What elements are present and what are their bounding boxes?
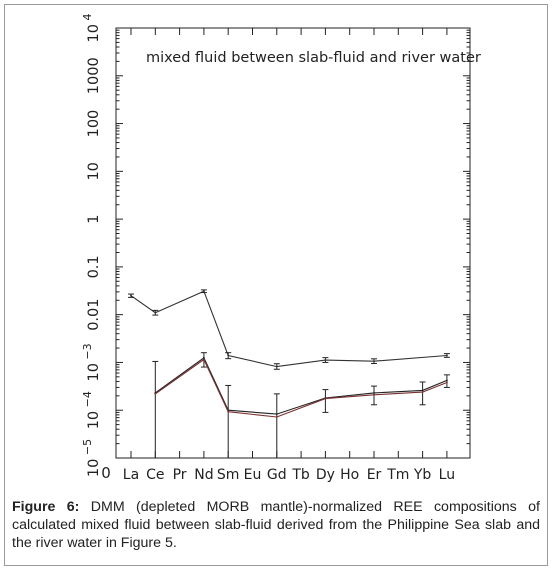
- x-tick-label: Dy: [316, 467, 335, 483]
- chart-axes: [115, 27, 471, 459]
- series-1: [128, 289, 450, 370]
- x-tick-label: Sm: [217, 467, 240, 483]
- data-point: [373, 360, 375, 363]
- data-point: [130, 294, 132, 297]
- data-point: [373, 392, 375, 394]
- y-axis-origin-label: 0: [101, 464, 111, 482]
- data-point: [324, 397, 327, 400]
- series-3: [154, 358, 448, 418]
- x-tick-label: Er: [367, 467, 382, 483]
- x-tick-label: Eu: [244, 467, 262, 483]
- y-tick-label: 10 −3: [81, 343, 102, 381]
- x-tick-label: Tb: [291, 467, 310, 483]
- x-tick-label: Ho: [340, 467, 359, 483]
- ree-chart: mixed fluid between slab-fluid and river…: [81, 14, 481, 483]
- data-point: [446, 379, 448, 382]
- caption-label: Figure 6:: [12, 499, 80, 515]
- x-tick-label: Yb: [413, 467, 432, 483]
- data-point: [373, 393, 375, 396]
- y-tick-label: 10 4: [81, 14, 102, 43]
- data-point: [203, 358, 205, 361]
- x-tick-labels: La Ce Pr Nd Sm Eu Gd Tb Dy Ho Er Tm Yb Lu: [123, 467, 455, 483]
- figure-caption: Figure 6: DMM (depleted MORB mantle)-nor…: [12, 498, 540, 552]
- data-point: [203, 356, 205, 359]
- y-tick-label: 10 −4: [81, 391, 102, 429]
- data-point: [227, 410, 230, 413]
- series-line: [154, 356, 448, 415]
- chart-title: mixed fluid between slab-fluid and river…: [146, 50, 481, 66]
- x-tick-label: Pr: [173, 467, 187, 483]
- data-point: [421, 391, 424, 393]
- y-tick-label: 1000: [86, 57, 102, 94]
- y-tick-label: 10 −5: [81, 439, 102, 477]
- data-point: [227, 354, 230, 357]
- y-tick-label: 1: [86, 214, 102, 223]
- x-tick-label: Tm: [386, 467, 409, 483]
- series-line: [130, 290, 447, 368]
- data-point: [446, 354, 448, 357]
- y-tick-label: 0.01: [86, 299, 102, 331]
- data-point: [154, 311, 157, 314]
- chart-series: [128, 289, 450, 458]
- y-tick-label: 0.1: [86, 255, 102, 278]
- y-tick-labels: 10 −5 10 −4 10 −3 0.01 0.1 1 10 100 1000 10 4: [81, 14, 102, 478]
- y-tick-label: 100: [86, 110, 102, 138]
- y-tick-label: 10: [86, 162, 102, 180]
- x-tick-label: La: [123, 467, 139, 483]
- x-tick-label: Lu: [439, 467, 455, 483]
- x-tick-label: Nd: [194, 467, 213, 483]
- data-point: [154, 392, 157, 395]
- data-point: [275, 416, 278, 418]
- caption-text: DMM (depleted MORB mantle)-normalized RE…: [12, 499, 540, 551]
- series-2: [152, 352, 450, 458]
- data-point: [421, 389, 424, 392]
- data-point: [275, 365, 278, 368]
- data-point: [203, 290, 205, 293]
- x-tick-label: Gd: [267, 467, 287, 483]
- plot-frame: [115, 27, 471, 459]
- x-tick-label: Ce: [146, 467, 164, 483]
- data-point: [275, 413, 278, 415]
- series-line: [154, 358, 448, 418]
- data-point: [324, 359, 327, 361]
- figure-frame: [4, 4, 548, 566]
- data-point: [446, 381, 448, 384]
